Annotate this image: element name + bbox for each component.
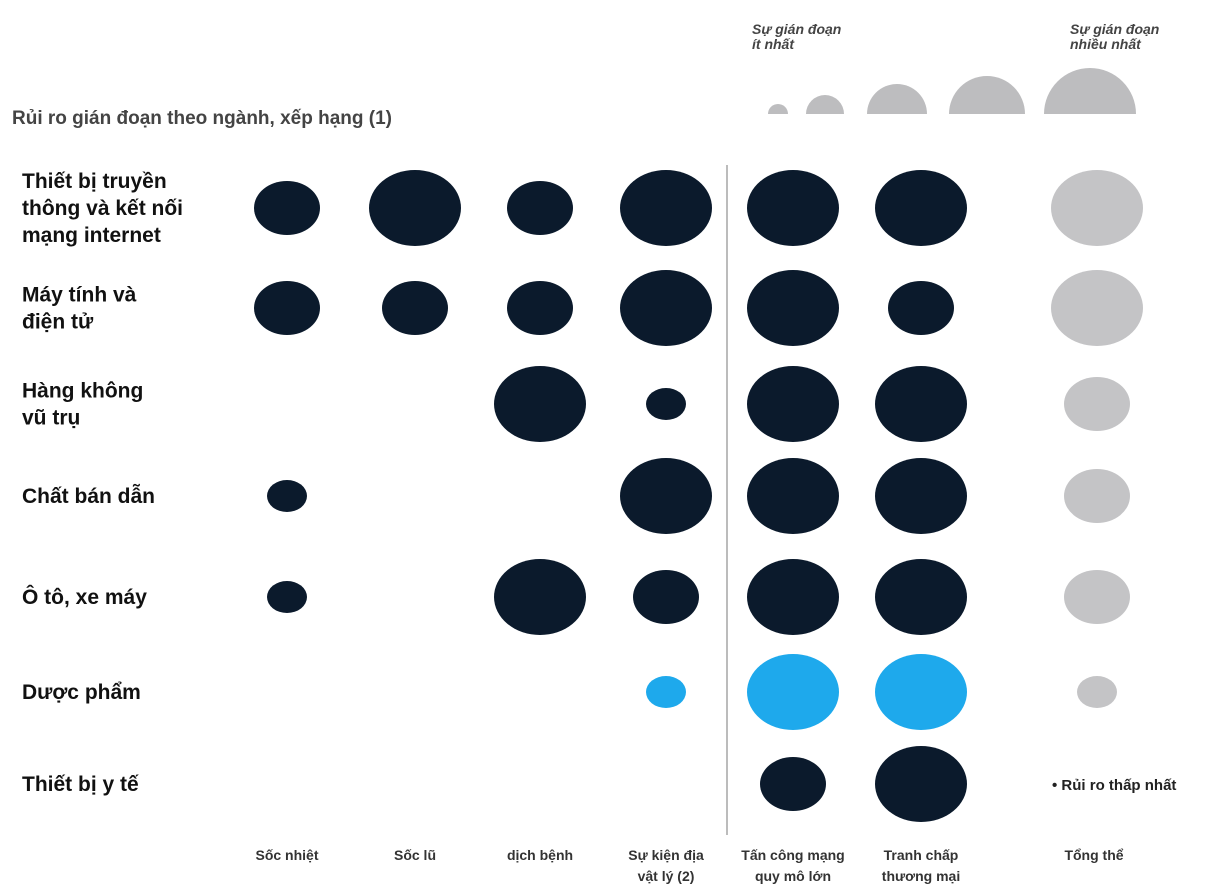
bubble-row-4-col-7 bbox=[1064, 469, 1130, 523]
row-label-2-line-2: điện tử bbox=[22, 311, 94, 334]
row-labels: Thiết bị truyền thông và kết nối mạng inte… bbox=[22, 170, 183, 796]
legend-size-mark-1 bbox=[768, 104, 788, 114]
column-label-5-line-2: quy mô lớn bbox=[755, 868, 831, 884]
bubble-row-4-col-5 bbox=[747, 458, 839, 534]
row-label-3-line-1: Hàng không bbox=[22, 380, 143, 403]
bubble-row-2-col-6 bbox=[888, 281, 954, 335]
bubble-row-1-col-4 bbox=[620, 170, 712, 246]
column-label-2-line-1: Sốc lũ bbox=[394, 847, 436, 863]
column-labels: Sốc nhiệt Sốc lũ dịch bệnh Sự kiện địa vật l… bbox=[255, 847, 1123, 884]
bubble-row-3-col-6 bbox=[875, 366, 967, 442]
legend-size-mark-5 bbox=[1044, 68, 1136, 114]
row-label-1-line-3: mạng internet bbox=[22, 224, 161, 247]
row-label-7-line-1: Thiết bị y tế bbox=[22, 773, 139, 796]
bubble-row-1-col-3 bbox=[507, 181, 573, 235]
bubble-row-5-col-7 bbox=[1064, 570, 1130, 624]
bubble-row-3-col-4 bbox=[646, 388, 686, 420]
bubble-row-2-col-3 bbox=[507, 281, 573, 335]
chart-title: Rủi ro gián đoạn theo ngành, xếp hạng (1… bbox=[12, 108, 392, 129]
legend-size-mark-4 bbox=[949, 76, 1025, 114]
bubble-row-7-col-6 bbox=[875, 746, 967, 822]
bubble-row-2-col-4 bbox=[620, 270, 712, 346]
bubble-row-5-col-4 bbox=[633, 570, 699, 624]
row-label-1-line-2: thông và kết nối bbox=[22, 197, 183, 220]
column-label-6-line-1: Tranh chấp bbox=[884, 847, 959, 863]
bubble-row-6-col-5 bbox=[747, 654, 839, 730]
bubble-grid bbox=[254, 170, 1143, 822]
row-label-1-line-1: Thiết bị truyền bbox=[22, 170, 167, 193]
bubble-row-5-col-6 bbox=[875, 559, 967, 635]
bubble-row-4-col-1 bbox=[267, 480, 307, 512]
bubble-row-5-col-5 bbox=[747, 559, 839, 635]
legend-high-label-line1: Sự gián đoạn bbox=[1070, 21, 1159, 37]
legend-size-mark-2 bbox=[806, 95, 844, 114]
bubble-row-1-col-6 bbox=[875, 170, 967, 246]
bubble-row-3-col-3 bbox=[494, 366, 586, 442]
bubble-row-4-col-4 bbox=[620, 458, 712, 534]
row-label-6-line-1: Dược phẩm bbox=[22, 681, 141, 704]
bubble-row-3-col-7 bbox=[1064, 377, 1130, 431]
bubble-row-7-col-5 bbox=[760, 757, 826, 811]
bubble-row-2-col-7 bbox=[1051, 270, 1143, 346]
bubble-row-3-col-5 bbox=[747, 366, 839, 442]
bubble-row-1-col-7 bbox=[1051, 170, 1143, 246]
legend-low-label-line1: Sự gián đoạn bbox=[752, 21, 841, 37]
bubble-row-1-col-2 bbox=[369, 170, 461, 246]
bubble-row-2-col-2 bbox=[382, 281, 448, 335]
bubble-row-2-col-5 bbox=[747, 270, 839, 346]
column-label-3-line-1: dịch bệnh bbox=[507, 847, 573, 863]
column-label-5-line-1: Tấn công mạng bbox=[741, 847, 844, 863]
column-label-1-line-1: Sốc nhiệt bbox=[255, 847, 318, 863]
row-label-3-line-2: vũ trụ bbox=[22, 407, 80, 430]
bubble-row-4-col-6 bbox=[875, 458, 967, 534]
lowest-risk-note: • Rủi ro thấp nhất bbox=[1052, 777, 1176, 794]
size-legend: Sự gián đoạn ít nhất Sự gián đoạn nhiều … bbox=[752, 21, 1159, 114]
column-label-6-line-2: thương mại bbox=[882, 868, 960, 884]
bubble-row-6-col-7 bbox=[1077, 676, 1117, 708]
bubble-row-5-col-3 bbox=[494, 559, 586, 635]
column-label-7-line-1: Tổng thể bbox=[1064, 847, 1123, 863]
legend-high-label-line2: nhiều nhất bbox=[1070, 36, 1142, 52]
bubble-row-1-col-1 bbox=[254, 181, 320, 235]
row-label-5-line-1: Ô tô, xe máy bbox=[22, 585, 147, 609]
legend-low-label-line2: ít nhất bbox=[752, 36, 795, 52]
legend-size-mark-3 bbox=[867, 84, 927, 114]
column-label-4-line-1: Sự kiện địa bbox=[628, 847, 704, 863]
row-label-4-line-1: Chất bán dẫn bbox=[22, 484, 155, 508]
bubble-row-1-col-5 bbox=[747, 170, 839, 246]
column-label-4-line-2: vật lý (2) bbox=[638, 868, 695, 884]
bubble-row-2-col-1 bbox=[254, 281, 320, 335]
bubble-row-6-col-6 bbox=[875, 654, 967, 730]
row-label-2-line-1: Máy tính và bbox=[22, 284, 137, 307]
bubble-row-6-col-4 bbox=[646, 676, 686, 708]
bubble-row-5-col-1 bbox=[267, 581, 307, 613]
